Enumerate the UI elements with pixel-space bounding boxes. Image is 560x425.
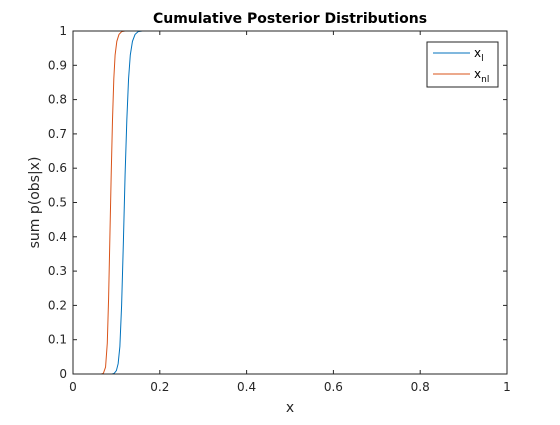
x-tick-label: 0	[69, 380, 77, 394]
y-tick-label: 0.8	[48, 93, 67, 107]
y-tick-label: 0.5	[48, 196, 67, 210]
y-tick-label: 0.2	[48, 298, 67, 312]
x-tick-label: 0.6	[324, 380, 343, 394]
y-tick-label: 0.4	[48, 230, 67, 244]
y-tick-label: 0.1	[48, 333, 67, 347]
legend-label-xl-base: x	[474, 46, 481, 60]
y-tick-label: 0	[59, 367, 67, 381]
legend-label-xnl-base: x	[474, 67, 481, 81]
x-tick-label: 0.4	[237, 380, 256, 394]
y-axis-label: sum p(obs|x)	[27, 157, 43, 249]
x-tick-label: 0.2	[150, 380, 169, 394]
x-tick-label: 1	[503, 380, 511, 394]
x-tick-label: 0.8	[411, 380, 430, 394]
y-tick-label: 0.6	[48, 161, 67, 175]
y-tick-label: 0.7	[48, 127, 67, 141]
x-axis-label: x	[286, 400, 294, 416]
y-tick-label: 0.3	[48, 264, 67, 278]
y-tick-label: 1	[59, 24, 67, 38]
chart-title: Cumulative Posterior Distributions	[153, 11, 427, 27]
legend[interactable]: xl xnl	[427, 42, 498, 87]
legend-label-xl-subscript: l	[481, 54, 484, 64]
legend-label-xnl-subscript: nl	[481, 75, 489, 85]
y-tick-label: 0.9	[48, 58, 67, 72]
